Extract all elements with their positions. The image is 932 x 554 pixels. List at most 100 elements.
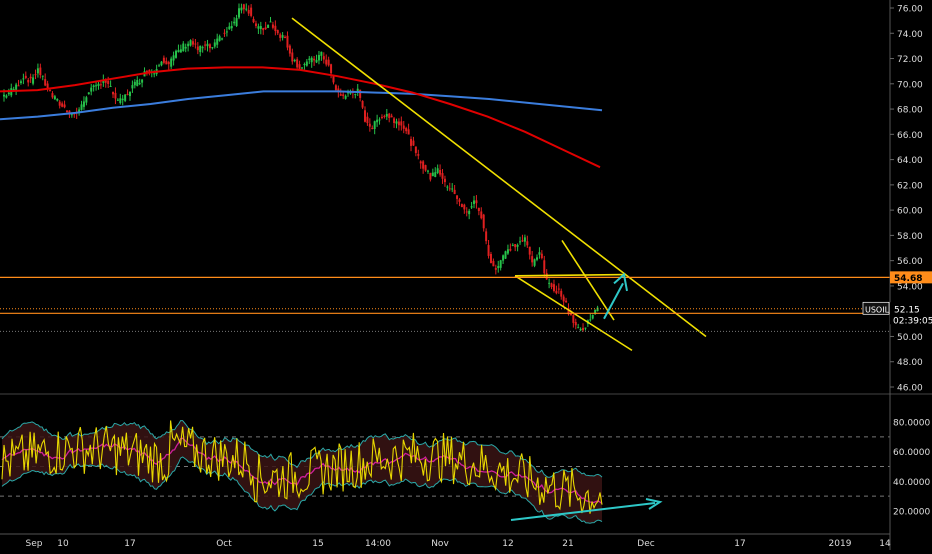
- candle-body: [485, 231, 488, 242]
- candle-body: [34, 74, 37, 76]
- candle-body: [550, 283, 553, 288]
- candle-body: [3, 94, 5, 97]
- candle-body: [296, 59, 299, 68]
- candle-body: [451, 188, 454, 190]
- candle-body: [189, 40, 192, 46]
- candle-body: [301, 67, 303, 69]
- candle-body: [5, 95, 8, 98]
- candle-body: [53, 96, 56, 100]
- x-tick-label: Oct: [216, 539, 232, 549]
- candle-body: [131, 85, 134, 89]
- candle-body: [46, 83, 49, 90]
- candle-body: [383, 115, 386, 117]
- candle-body: [569, 312, 572, 316]
- candle-body: [162, 57, 165, 63]
- candle-body: [373, 121, 376, 129]
- y-tick-label: 74.00: [897, 30, 923, 40]
- candle-body: [591, 315, 594, 319]
- candle-body: [78, 109, 81, 113]
- candle-body: [557, 288, 560, 290]
- candle-body: [288, 45, 291, 54]
- candle-body: [138, 82, 141, 85]
- x-tick-label: 17: [124, 539, 135, 549]
- candle-body: [281, 35, 284, 38]
- x-tick-label: 2019: [829, 539, 852, 549]
- candle-body: [347, 92, 350, 94]
- countdown-text: 02:39:05: [893, 316, 932, 326]
- candle-body: [572, 315, 575, 323]
- candle-body: [153, 73, 156, 75]
- y-tick-label: 70.00: [897, 80, 923, 90]
- candle-body: [158, 65, 161, 67]
- candle-body: [412, 140, 415, 146]
- candle-body: [15, 84, 18, 90]
- candle-body: [39, 67, 42, 76]
- candle-body: [80, 104, 83, 110]
- candle-body: [109, 85, 112, 87]
- candle-body: [87, 92, 90, 95]
- candle-body: [545, 273, 548, 280]
- candle-body: [506, 249, 509, 254]
- candle-body: [221, 38, 224, 40]
- candle-body: [242, 4, 245, 10]
- candle-body: [497, 266, 500, 269]
- candle-body: [126, 93, 129, 95]
- candle-body: [584, 327, 587, 329]
- candle-body: [436, 168, 439, 173]
- candle-body: [191, 41, 194, 45]
- candle-body: [332, 75, 335, 83]
- candle-body: [208, 44, 211, 49]
- candle-body: [128, 91, 131, 97]
- candle-body: [419, 161, 422, 164]
- bullish-arrow-head: [613, 272, 628, 292]
- candle-body: [405, 128, 408, 132]
- candle-body: [388, 113, 391, 119]
- candle-body: [395, 121, 398, 124]
- price-pane[interactable]: [0, 3, 890, 352]
- candle-body: [543, 260, 546, 274]
- candle-body: [356, 88, 359, 93]
- candle-body: [19, 81, 22, 83]
- symbol-badge-text: USOIL: [865, 305, 890, 314]
- candle-body: [533, 259, 536, 266]
- candle-body: [548, 282, 551, 284]
- osc-band-lower: [1, 456, 603, 524]
- candle-body: [366, 116, 369, 124]
- candle-body: [182, 43, 185, 52]
- candle-body: [17, 85, 20, 87]
- candle-body: [32, 77, 35, 84]
- candle-body: [390, 115, 393, 118]
- y-tick-label: 58.00: [897, 232, 923, 242]
- candle-body: [470, 206, 473, 208]
- candle-body: [12, 88, 15, 90]
- candle-body: [410, 138, 413, 146]
- candle-body: [160, 61, 163, 66]
- candle-body: [24, 75, 27, 78]
- candle-body: [574, 322, 577, 326]
- candle-body: [552, 284, 555, 292]
- oscillator-pane[interactable]: [0, 420, 890, 524]
- x-tick-label: 21: [562, 539, 573, 549]
- candle-body: [359, 89, 362, 98]
- candle-body: [29, 76, 32, 79]
- x-tick-label: Nov: [431, 539, 449, 549]
- candle-body: [279, 34, 282, 38]
- candle-body: [247, 10, 250, 14]
- candle-body: [167, 62, 170, 65]
- candle-body: [320, 51, 323, 56]
- candle-body: [465, 211, 468, 213]
- candle-body: [177, 50, 180, 53]
- x-tick-label: 14: [879, 539, 891, 549]
- osc-main-line: [1, 420, 603, 514]
- candle-body: [354, 94, 357, 96]
- candle-body: [92, 85, 95, 88]
- x-tick-label: 15: [312, 539, 323, 549]
- candle-body: [560, 290, 563, 297]
- candle-body: [492, 260, 495, 267]
- candle-body: [145, 71, 148, 73]
- candle-body: [293, 60, 296, 62]
- candle-body: [7, 92, 10, 95]
